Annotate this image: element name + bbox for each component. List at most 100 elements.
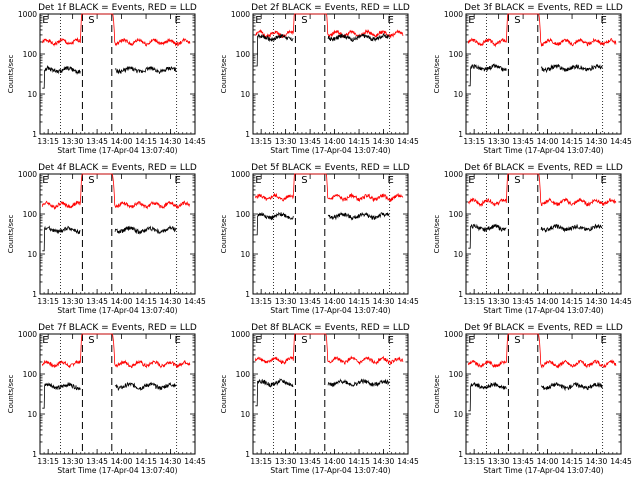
x-tick-label: 14:45 (397, 137, 419, 146)
annotation-label: E (174, 175, 180, 186)
x-tick-label: 13:30 (488, 137, 510, 146)
x-tick-label: 13:45 (512, 457, 534, 466)
x-tick-label: 13:45 (86, 457, 108, 466)
annotation-label: S (301, 335, 307, 346)
x-tick-label: 14:00 (537, 457, 559, 466)
x-tick-label: 14:30 (160, 137, 182, 146)
x-tick-label: 14:30 (160, 457, 182, 466)
annotation-label: E (387, 175, 393, 186)
x-tick-label: 14:45 (610, 137, 632, 146)
x-tick-label: 13:15 (463, 137, 485, 146)
annotation-label: E (255, 335, 261, 346)
y-tick-label: 100 (23, 210, 38, 219)
x-tick-label: 14:30 (373, 457, 395, 466)
panel-7: Det 7f BLACK = Events, RED = LLD Counts/s… (7, 323, 206, 475)
series-line-lld (254, 333, 404, 366)
plot-frame (39, 173, 196, 295)
y-tick-label: 1000 (444, 330, 463, 339)
y-tick-label: 1000 (231, 330, 250, 339)
y-axis-label: Counts/sec (220, 55, 228, 94)
plot-frame (252, 173, 409, 295)
x-tick-label: 14:15 (135, 137, 157, 146)
annotation-label: E (255, 175, 261, 186)
y-tick-label: 100 (236, 50, 251, 59)
panel-title: Det 8f BLACK = Events, RED = LLD (251, 323, 410, 333)
y-tick-label: 10 (27, 410, 37, 419)
x-tick-label: 14:45 (184, 457, 206, 466)
x-tick-label: 14:15 (135, 457, 157, 466)
x-tick-label: 13:15 (463, 457, 485, 466)
series-line-lld (467, 173, 617, 208)
x-tick-label: 13:15 (37, 137, 59, 146)
x-axis-label: Start Time (17-Apr-04 13:07:40) (270, 466, 390, 475)
x-tick-label: 13:15 (37, 457, 59, 466)
series-line-events (468, 381, 603, 412)
x-axis-label: Start Time (17-Apr-04 13:07:40) (270, 146, 390, 155)
x-tick-label: 14:00 (111, 137, 133, 146)
plot-frame (465, 13, 622, 135)
annotation-label: S (301, 175, 307, 186)
y-tick-label: 1 (245, 130, 250, 139)
y-tick-label: 10 (453, 90, 463, 99)
annotation-label: S (514, 15, 520, 26)
x-tick-label: 13:30 (488, 297, 510, 306)
annotation-label: E (174, 15, 180, 26)
panel-title: Det 7f BLACK = Events, RED = LLD (38, 323, 197, 333)
x-tick-label: 14:00 (111, 457, 133, 466)
x-axis-label: Start Time (17-Apr-04 13:07:40) (57, 146, 177, 155)
annotation-label: E (174, 335, 180, 346)
y-tick-label: 10 (453, 410, 463, 419)
x-tick-label: 14:30 (586, 457, 608, 466)
y-axis-label: Counts/sec (7, 375, 15, 414)
panel-title: Det 3f BLACK = Events, RED = LLD (464, 3, 623, 13)
annotation-label: E (42, 175, 48, 186)
annotation-label: S (301, 15, 307, 26)
y-tick-label: 100 (449, 370, 464, 379)
x-tick-label: 14:15 (348, 457, 370, 466)
series-line-lld (254, 13, 404, 39)
series-line-events (255, 211, 390, 236)
y-tick-label: 1000 (444, 170, 463, 179)
x-tick-label: 13:45 (512, 137, 534, 146)
plot-frame (39, 333, 196, 455)
y-tick-label: 1000 (444, 10, 463, 19)
plot-frame (465, 333, 622, 455)
series-line-events (42, 225, 177, 252)
x-axis-label: Start Time (17-Apr-04 13:07:40) (483, 146, 603, 155)
x-axis-label: Start Time (17-Apr-04 13:07:40) (57, 306, 177, 315)
annotation-label: E (387, 15, 393, 26)
y-axis-label: Counts/sec (220, 375, 228, 414)
y-tick-label: 10 (240, 90, 250, 99)
x-tick-label: 13:45 (299, 297, 321, 306)
y-axis-label: Counts/sec (433, 215, 441, 254)
series-line-events (42, 64, 177, 89)
x-axis-label: Start Time (17-Apr-04 13:07:40) (483, 306, 603, 315)
x-axis-label: Start Time (17-Apr-04 13:07:40) (270, 306, 390, 315)
y-tick-label: 10 (240, 410, 250, 419)
x-tick-label: 13:45 (299, 137, 321, 146)
x-tick-label: 14:45 (184, 297, 206, 306)
series-line-lld (42, 13, 191, 47)
y-tick-label: 1000 (231, 170, 250, 179)
x-tick-label: 14:15 (561, 457, 583, 466)
x-tick-label: 13:15 (37, 297, 59, 306)
y-tick-label: 1 (32, 450, 37, 459)
annotation-label: E (468, 335, 474, 346)
x-tick-label: 14:00 (537, 297, 559, 306)
series-line-events (468, 63, 603, 87)
x-tick-label: 13:30 (275, 297, 297, 306)
panel-3: Det 3f BLACK = Events, RED = LLD Counts/s… (433, 3, 632, 155)
x-tick-label: 13:15 (250, 457, 272, 466)
x-tick-label: 13:15 (250, 137, 272, 146)
x-tick-label: 14:30 (586, 297, 608, 306)
y-axis-label: Counts/sec (433, 55, 441, 94)
series-line-events (468, 223, 603, 249)
y-tick-label: 1 (245, 450, 250, 459)
x-axis-label: Start Time (17-Apr-04 13:07:40) (57, 466, 177, 475)
y-tick-label: 100 (23, 50, 38, 59)
x-tick-label: 14:30 (373, 137, 395, 146)
y-tick-label: 1 (32, 130, 37, 139)
y-tick-label: 100 (23, 370, 38, 379)
plot-frame (465, 173, 622, 295)
